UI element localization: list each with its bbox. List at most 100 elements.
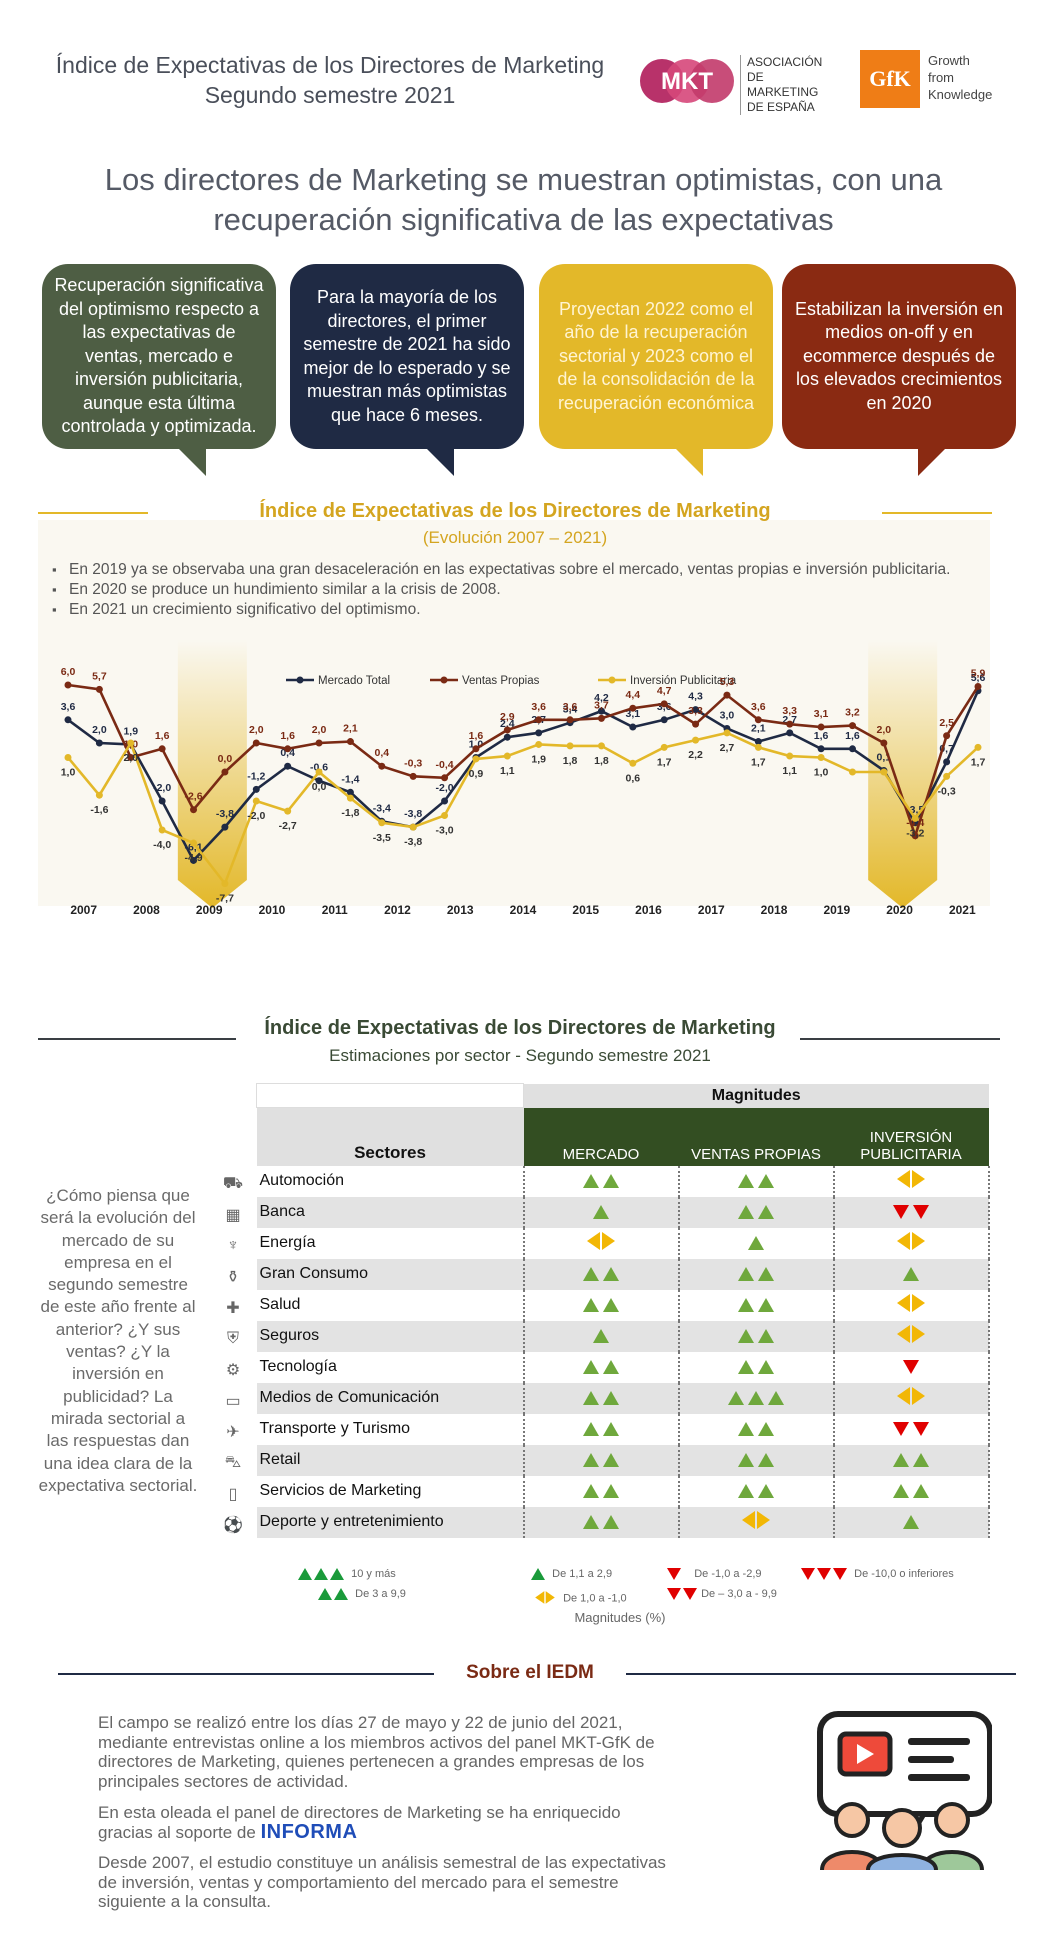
data-label: 1,8: [563, 755, 578, 767]
data-label: -2,7: [279, 820, 297, 832]
legend-label: Mercado Total: [318, 675, 390, 687]
data-label: 5,3: [720, 676, 735, 688]
sector-row: Retail: [256, 1444, 990, 1476]
data-point: [190, 806, 198, 814]
inversion-cell: [832, 1413, 990, 1445]
data-point: [284, 745, 292, 753]
data-label: 1,0: [814, 767, 829, 779]
year-tick-label: 2014: [510, 903, 537, 917]
triangle-up-icon: [913, 1483, 929, 1498]
data-label: -4,4: [906, 817, 924, 829]
sector-row: Salud: [256, 1289, 990, 1321]
ventas-cell: [677, 1413, 834, 1445]
data-point: [252, 785, 260, 793]
year-tick-label: 2019: [823, 903, 850, 917]
data-point: [566, 716, 574, 724]
triangle-up-icon: [758, 1173, 774, 1188]
data-label: 2,0: [249, 724, 264, 736]
triangle-up-icon: [603, 1514, 619, 1529]
triangle-up-icon: [531, 1568, 545, 1581]
triangle-down-icon: [801, 1568, 815, 1581]
triangle-down-icon: [903, 1359, 919, 1374]
data-label: 1,9: [531, 753, 546, 765]
sector-row: Banca: [256, 1196, 990, 1228]
data-label: 2,7: [720, 742, 735, 754]
about-paragraph-1: El campo se realizó entre los días 27 de…: [98, 1713, 655, 1791]
sector-row: Automoción: [256, 1165, 990, 1197]
legend-label: Inversión Publicitaria: [630, 675, 737, 687]
triangle-down-icon: [683, 1588, 697, 1601]
about-paragraph-2: En esta oleada el panel de directores de…: [98, 1803, 678, 1842]
data-point: [786, 720, 794, 728]
data-label: -3,2: [906, 827, 924, 839]
mercado-cell: [522, 1506, 679, 1538]
data-label: 6,0: [61, 666, 76, 678]
inversion-cell: [832, 1289, 990, 1321]
triangle-up-icon: [903, 1266, 919, 1281]
triangle-up-icon: [593, 1328, 609, 1343]
data-point: [817, 723, 825, 731]
data-label: -2,0: [153, 782, 171, 794]
triangle-down-icon: [913, 1421, 929, 1436]
data-point: [597, 714, 605, 722]
data-point: [503, 733, 511, 741]
legend-col2: De 1,1 a 2,9 De 1,0 a -1,0: [530, 1568, 627, 1608]
ventas-cell: [677, 1444, 834, 1476]
mercado-cell: [522, 1320, 679, 1352]
data-point: [472, 755, 480, 763]
sector-name: Energía: [256, 1227, 524, 1259]
data-point: [629, 723, 637, 731]
data-point: [535, 716, 543, 724]
data-label: -3,8: [216, 808, 234, 820]
inversion-cell: [832, 1382, 990, 1414]
year-tick-label: 2017: [698, 903, 725, 917]
data-label: -0,3: [938, 785, 956, 797]
ventas-cell: [677, 1351, 834, 1383]
table-corner: [256, 1083, 524, 1108]
triangle-up-icon: [583, 1359, 599, 1374]
triangle-up-icon: [738, 1173, 754, 1188]
about-title: Sobre el IEDM: [466, 1662, 594, 1683]
sector-table: Magnitudes Sectores MERCADO VENTAS PROPI…: [256, 1083, 990, 1538]
mercado-cell: [522, 1196, 679, 1228]
data-point: [754, 716, 762, 724]
legend-label: De 1,0 a -1,0: [563, 1592, 627, 1605]
data-point: [629, 704, 637, 712]
data-point: [974, 682, 982, 690]
headline-line1: Los directores de Marketing se muestran …: [104, 162, 943, 197]
mkt-logo-mark: MKT: [640, 59, 734, 103]
data-point: [221, 823, 229, 831]
triangle-up-icon: [738, 1328, 754, 1343]
gfk-tagline-line1: Growth: [928, 53, 970, 68]
data-point: [64, 681, 72, 689]
year-tick-label: 2021: [949, 903, 976, 917]
report-title-line2: Segundo semestre 2021: [204, 82, 456, 108]
car-icon: ⛟: [222, 1174, 244, 1192]
data-point: [284, 762, 292, 770]
data-label: 4,7: [657, 685, 672, 697]
sector-name: Gran Consumo: [256, 1258, 524, 1290]
data-point: [974, 743, 982, 751]
inversion-cell: [832, 1444, 990, 1476]
data-point: [848, 745, 856, 753]
data-label: 1,9: [123, 725, 138, 737]
data-label: 1,6: [814, 730, 829, 742]
data-label: 3,7: [594, 699, 609, 711]
data-label: 3,3: [782, 705, 797, 717]
triangle-up-icon: [738, 1204, 754, 1219]
triangle-up-icon: [583, 1297, 599, 1312]
legend-label: De – 3,0 a - 9,9: [701, 1588, 777, 1600]
bottle-icon: ⚱: [226, 1268, 240, 1286]
triangle-up-icon: [583, 1452, 599, 1467]
ventas-cell: [677, 1506, 834, 1538]
data-label: 4,3: [688, 691, 703, 703]
data-point: [535, 740, 543, 748]
data-point: [848, 722, 856, 730]
data-point: [817, 745, 825, 753]
mercado-header: MERCADO: [523, 1107, 679, 1166]
data-label: 3,3: [688, 705, 703, 717]
left-right-arrows-icon: [897, 1169, 925, 1193]
report-title: Índice de Expectativas de los Directores…: [40, 50, 620, 110]
sector-name: Automoción: [256, 1165, 524, 1197]
year-tick-label: 2016: [635, 903, 662, 917]
